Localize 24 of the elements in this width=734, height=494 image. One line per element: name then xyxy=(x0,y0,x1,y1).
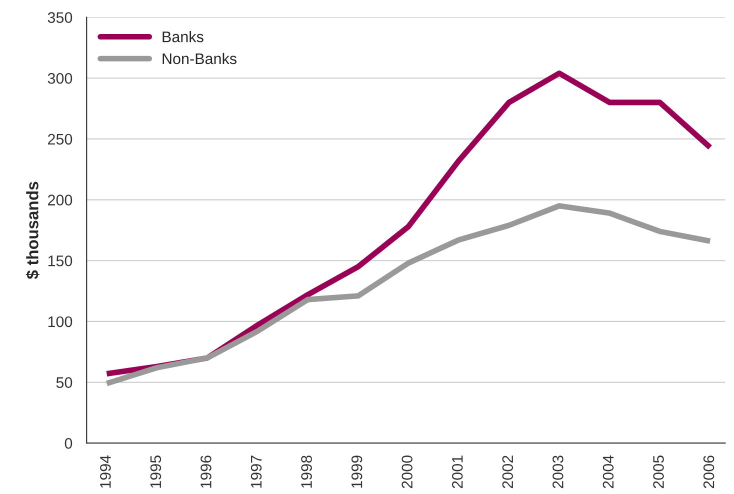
x-tick-label: 2005 xyxy=(653,456,664,488)
x-tick-label: 1995 xyxy=(150,456,162,488)
y-tick-label: 50 xyxy=(56,377,72,388)
x-tick-label: 1994 xyxy=(100,455,111,488)
y-tick-label: 200 xyxy=(48,194,72,206)
x-tick-label: 2004 xyxy=(602,455,614,488)
legend-label: Non-Banks xyxy=(162,52,236,64)
x-tick-label: 1997 xyxy=(250,456,262,488)
x-tick-label: 2002 xyxy=(502,456,514,488)
y-tick-label: 100 xyxy=(48,316,72,328)
x-tick-label: 1998 xyxy=(301,456,312,488)
x-tick-label: 1999 xyxy=(351,456,362,488)
x-tick-label: 2003 xyxy=(552,456,564,488)
x-tick-label: 1996 xyxy=(200,456,212,488)
y-tick-label: 0 xyxy=(64,438,72,449)
x-tick-label: 2000 xyxy=(402,456,413,488)
y-tick-label: 300 xyxy=(48,72,72,84)
y-tick-label: 150 xyxy=(48,255,72,266)
x-tick-label: 2006 xyxy=(703,456,714,488)
legend-label: Banks xyxy=(162,31,204,42)
y-tick-label: 350 xyxy=(48,12,72,23)
x-tick-label: 2001 xyxy=(452,456,463,488)
y-tick-label: 250 xyxy=(48,134,72,145)
y-axis-title: $ thousands xyxy=(26,182,40,280)
